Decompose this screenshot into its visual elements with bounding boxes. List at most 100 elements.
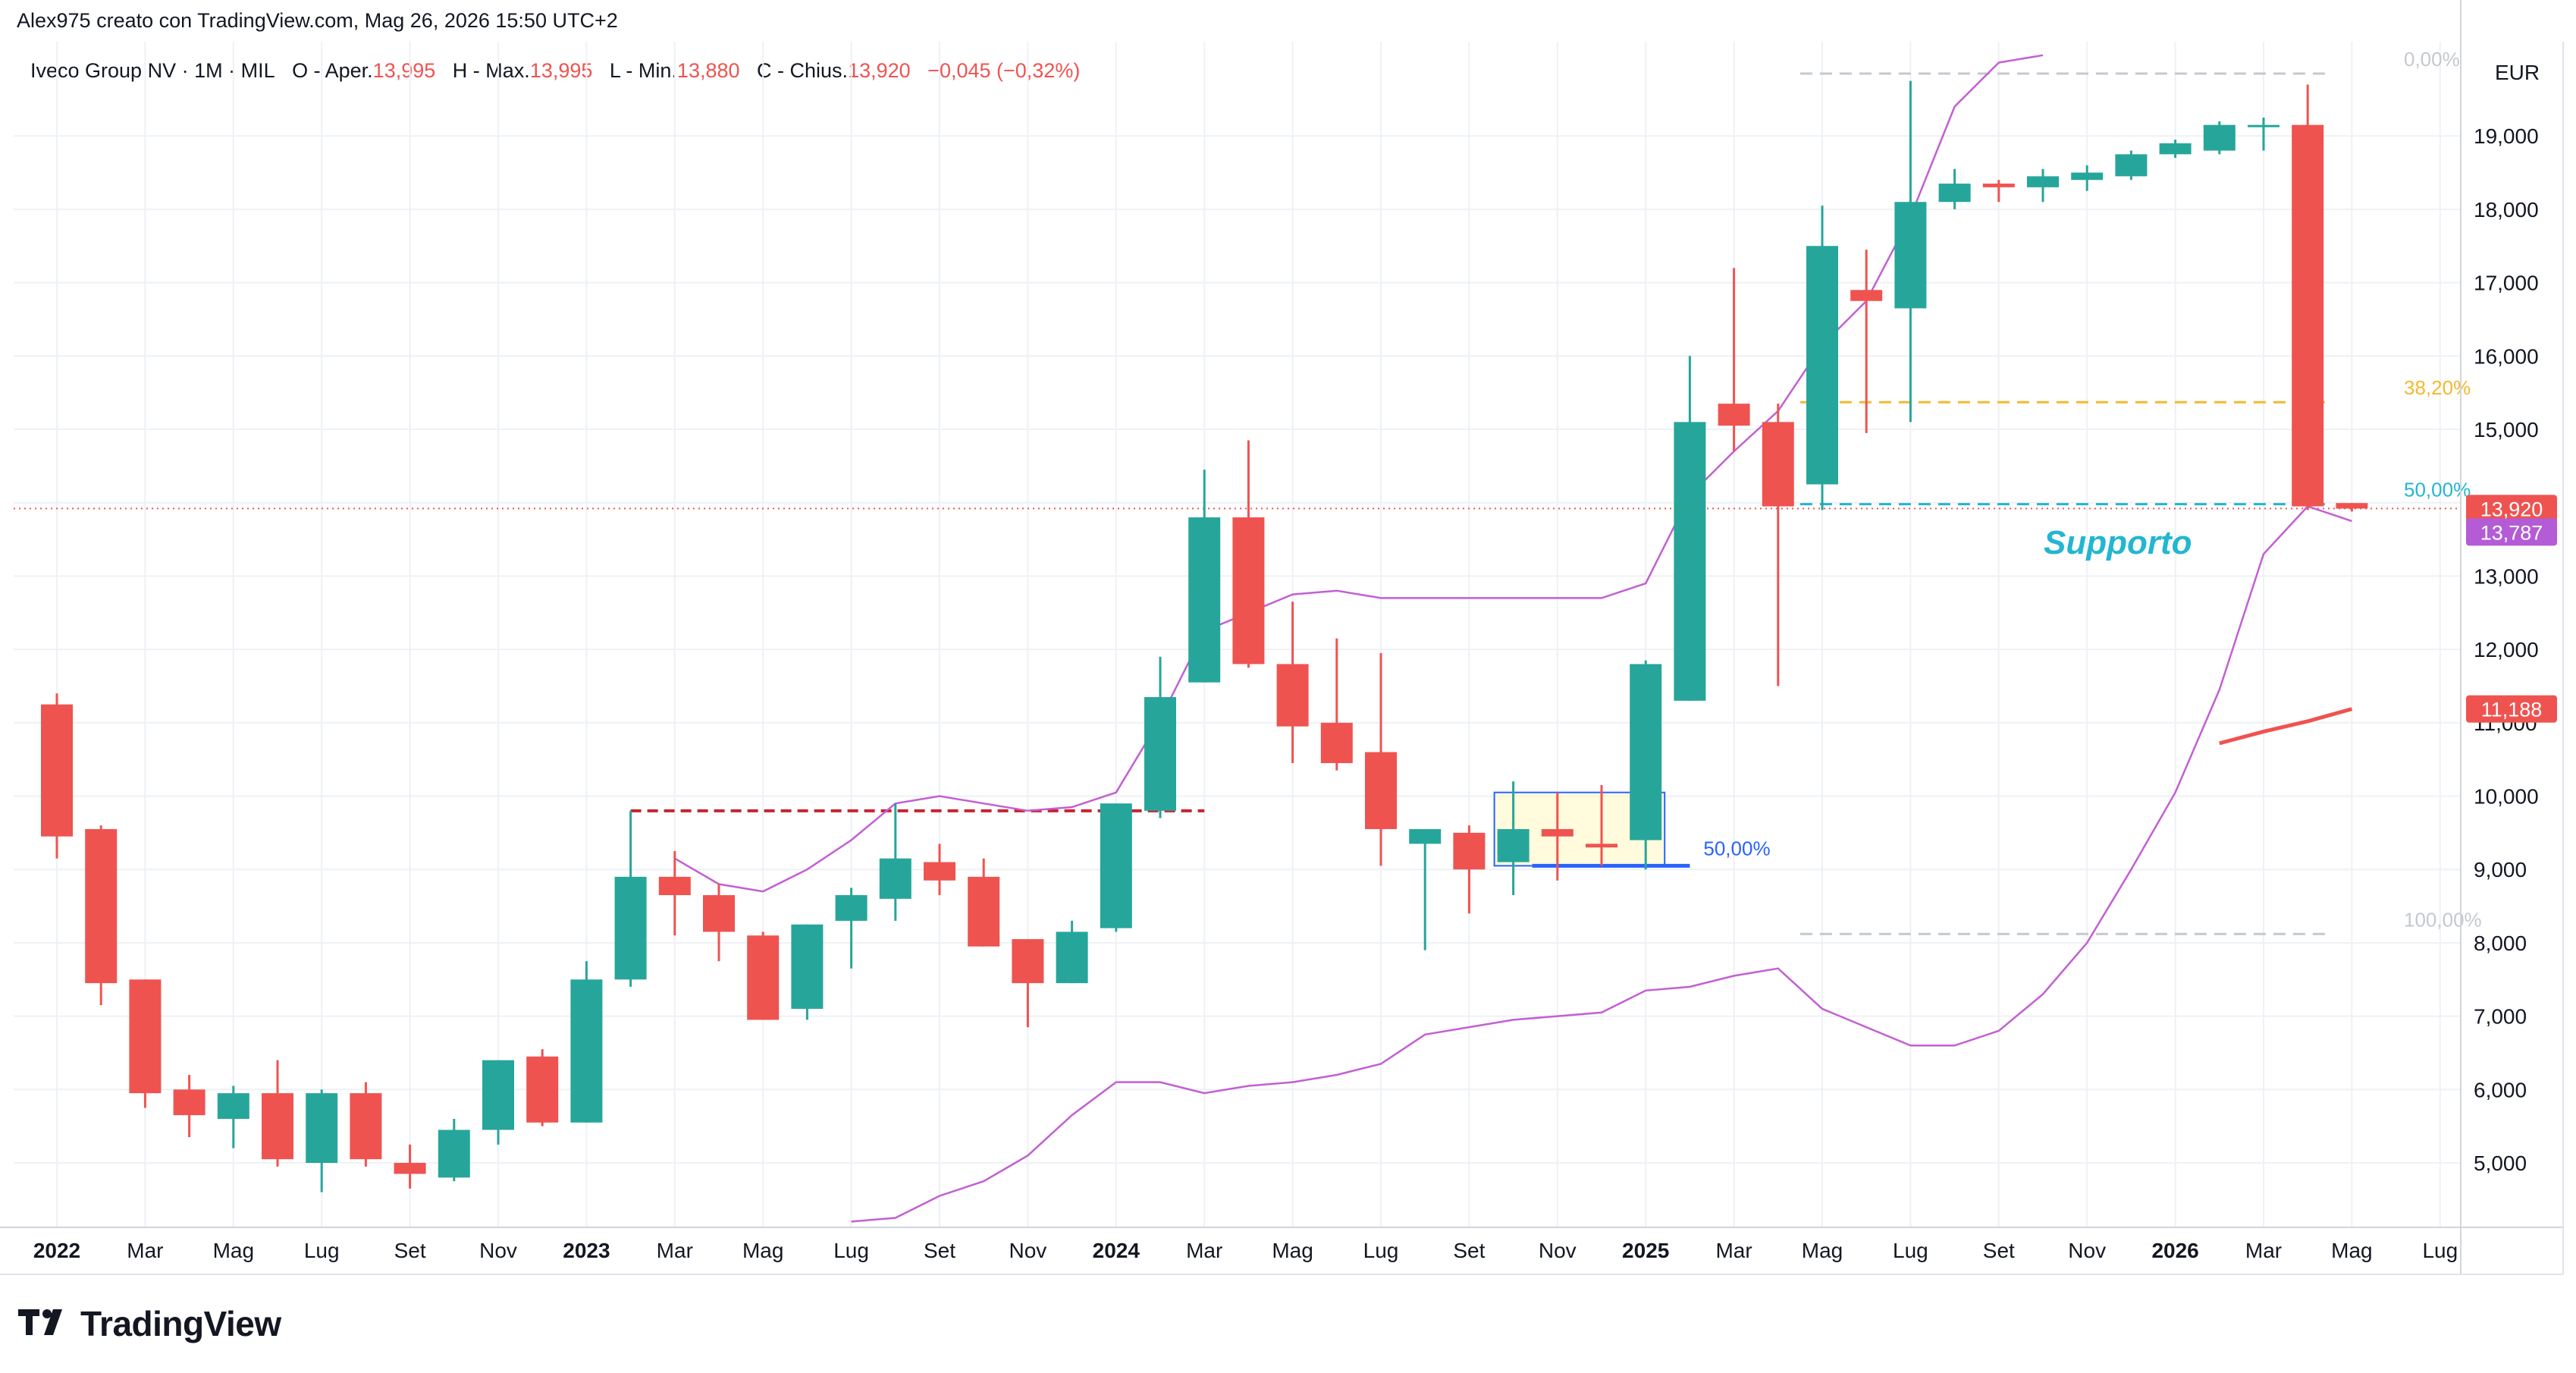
candle-body [2027,176,2059,187]
candle-body [879,858,911,899]
x-tick-label: Mar [1715,1239,1752,1262]
legend-close-value: 13,920 [848,59,911,82]
candle-body [1497,829,1530,862]
candle-body [1012,939,1044,984]
candle-body [438,1130,470,1178]
candle-body [394,1163,426,1174]
x-tick-label: 2025 [1622,1239,1669,1262]
price-tag-box [2466,495,2557,523]
candle-body [703,895,735,932]
x-tick-label: Mar [657,1239,693,1262]
price-tag-box [2466,695,2557,723]
candle-body [1762,422,1794,507]
candle-body [658,876,691,896]
candle-body [1541,829,1574,837]
price-tag: 13,920 [2466,495,2557,523]
y-tick-label: 10,000 [2474,785,2539,809]
x-tick-label: Set [1983,1239,2015,1262]
y-tick-label: 5,000 [2474,1151,2527,1175]
x-tick-label: 2026 [2151,1239,2198,1262]
envelope-lower-line [851,505,2352,1223]
candle-body [306,1093,338,1163]
candle-body [1100,803,1132,928]
candle-body [1276,664,1309,727]
x-tick-label: Mar [2245,1239,2282,1262]
candle-body [217,1093,249,1119]
y-tick-label: 13,000 [2474,564,2539,588]
candle-body [1850,290,1883,301]
candle-body [1232,517,1265,665]
legend-high-label: H - Max. [452,59,530,82]
fib-level-label: 50,00% [2404,479,2471,501]
moving-average-line [2219,707,2353,746]
candle-body [2292,124,2324,507]
x-tick-label: Lug [1363,1239,1399,1262]
candle-body [924,862,955,881]
x-tick-label: Mag [213,1239,254,1262]
candle-body [1938,184,1971,203]
price-tag: 11,188 [2466,695,2557,723]
candle-body [835,895,868,921]
candle-body [1453,832,1486,870]
x-tick-label: Set [394,1239,426,1262]
legend-open-value: 13,995 [372,59,436,82]
candle-body [2159,143,2192,155]
candle-body [1674,422,1706,701]
x-tick-label: Mag [1272,1239,1313,1262]
x-tick-label: Mag [2331,1239,2372,1262]
candle-body [1586,844,1617,848]
candle-body [791,924,824,1009]
candle-body [1806,246,1838,485]
tradingview-brand: TradingView [18,1303,281,1344]
candle-body [570,979,603,1123]
legend-close-label: C - Chius. [757,59,849,82]
candle-body [1894,202,1927,309]
y-tick-label: 16,000 [2474,344,2539,368]
candle-body [614,876,647,980]
candle-body [129,979,162,1094]
candle-body [747,935,780,1020]
candle-body [173,1089,206,1116]
fibonacci-levels: 0,00% 38,20% 50,00% 100,00% [1799,48,2482,935]
candle-body [526,1056,559,1123]
y-tick-label: 12,000 [2474,638,2539,661]
candle-body [1320,722,1353,763]
candle-body [2203,124,2236,151]
x-tick-label: Lug [304,1239,340,1262]
y-tick-label: 18,000 [2474,198,2539,222]
x-tick-label: 2022 [33,1239,80,1262]
brand-name: TradingView [80,1304,281,1343]
tradingview-logo-icon [18,1308,71,1340]
price-tag-box [2466,518,2557,546]
candle-body [1982,184,2015,187]
candle-body [350,1093,382,1160]
candle-body [482,1060,514,1130]
legend-change-value: −0,045 (−0,32%) [927,59,1081,82]
candle-body [968,876,1000,947]
candle-body [1630,664,1662,840]
legend-high-value: 13,995 [529,59,593,82]
x-tick-label: Mar [1186,1239,1222,1262]
x-tick-label: Mag [742,1239,783,1262]
x-tick-label: Nov [479,1239,517,1262]
candle-body [2336,503,2368,509]
x-tick-label: Set [1453,1239,1485,1262]
candle-body [2071,172,2104,181]
y-tick-label: 9,000 [2474,858,2527,881]
x-tick-label: Lug [1893,1239,1928,1262]
candle-body [1409,829,1442,844]
currency-label: EUR [2495,61,2540,84]
x-tick-label: Nov [2068,1239,2106,1262]
y-tick-label: 15,000 [2474,418,2539,441]
x-tick-label: Set [924,1239,955,1262]
candle-body [2115,154,2148,177]
x-tick-label: Nov [1009,1239,1047,1262]
y-tick-label: 19,000 [2474,124,2539,148]
fib-level-label: 0,00% [2404,48,2460,71]
envelope-lines [674,54,2353,1223]
candle-body [85,829,118,984]
x-tick-label: 2024 [1093,1239,1141,1262]
price-tag: 13,787 [2466,518,2557,546]
